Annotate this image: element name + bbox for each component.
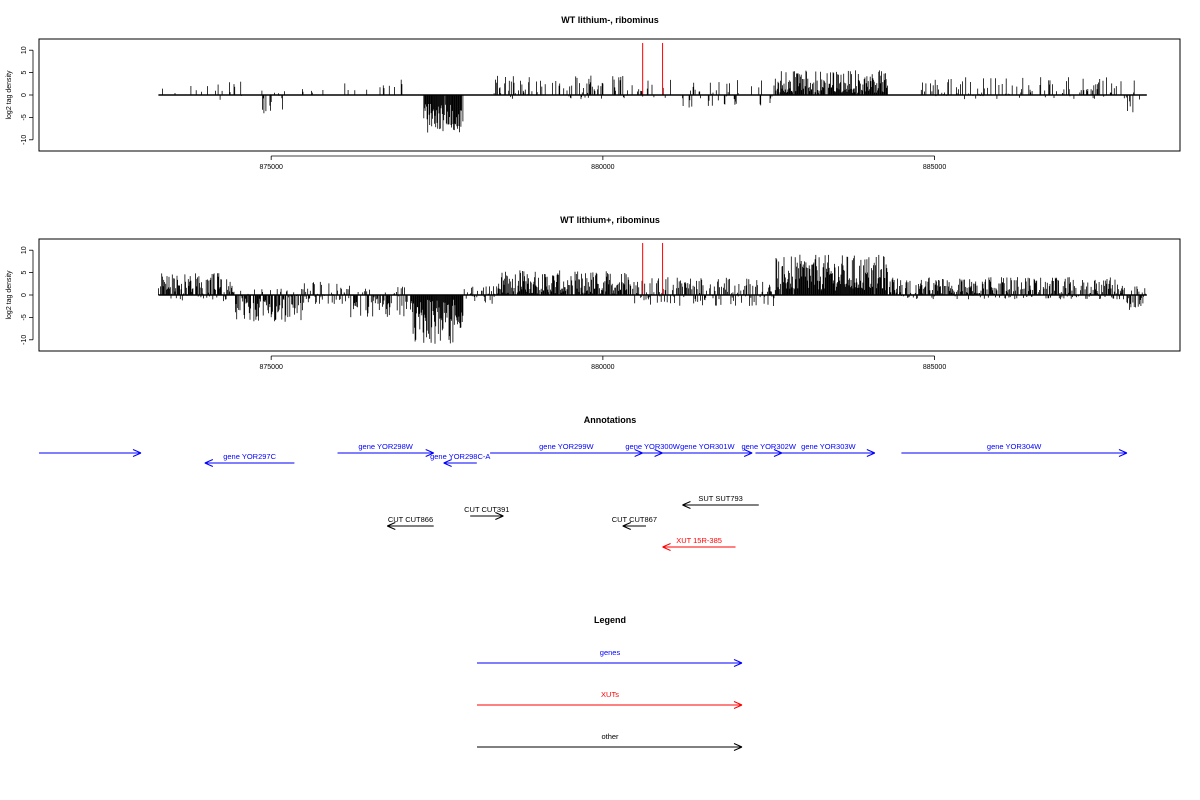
feature-label: gene YOR299W bbox=[539, 442, 594, 451]
feature-cut-cut867: CUT CUT867 bbox=[612, 515, 657, 530]
feature-xut-15r-385: XUT 15R-385 bbox=[662, 536, 736, 551]
plot-frame bbox=[38, 238, 1181, 352]
y-tick-label: -10 bbox=[21, 135, 28, 145]
marker-lines bbox=[642, 43, 664, 95]
legend-items: genes XUTs other bbox=[477, 648, 743, 751]
y-tick-label: 10 bbox=[21, 246, 28, 254]
feature-label: CUT CUT391 bbox=[464, 505, 509, 514]
feature-gene-yor299w: gene YOR299W bbox=[490, 442, 643, 457]
feature-gene-yor298c-a: gene YOR298C-A bbox=[430, 452, 490, 467]
y-tick-label: -5 bbox=[21, 314, 28, 320]
x-axis: 875000 880000 885000 bbox=[260, 155, 946, 171]
feature-gene-yor302w: gene YOR302W bbox=[741, 442, 797, 457]
legend-item-xut: XUTs bbox=[477, 690, 743, 709]
x-tick-label: 880000 bbox=[591, 164, 614, 171]
y-tick-label: 0 bbox=[21, 293, 28, 297]
y-axis-label: log2 tag density bbox=[6, 270, 13, 320]
coverage-bars bbox=[157, 254, 1146, 344]
legend-label: genes bbox=[600, 648, 621, 657]
feature-gene-yor303w: gene YOR303W bbox=[781, 442, 876, 457]
feature-cut-cut866: CUT CUT866 bbox=[387, 515, 434, 530]
feature-label: CUT CUT867 bbox=[612, 515, 657, 524]
coverage-bars bbox=[161, 70, 1140, 133]
x-tick-label: 885000 bbox=[923, 364, 946, 371]
feature-label: SUT SUT793 bbox=[698, 494, 742, 503]
x-tick-label: 875000 bbox=[260, 364, 283, 371]
feature-gene-yor297c: gene YOR297C bbox=[204, 452, 295, 467]
x-tick-label: 875000 bbox=[260, 164, 283, 171]
feature-label: gene YOR304W bbox=[987, 442, 1042, 451]
feature-label: XUT 15R-385 bbox=[676, 536, 722, 545]
x-axis: 875000 880000 885000 bbox=[260, 355, 946, 371]
feature-label: CUT CUT866 bbox=[388, 515, 433, 524]
coverage-panel-lithium-plus: WT lithium+, ribominus log2 tag density … bbox=[6, 215, 1181, 371]
plot-frame bbox=[38, 38, 1181, 152]
x-tick-label: 885000 bbox=[923, 164, 946, 171]
feature-gene-yor300w: gene YOR300W bbox=[625, 442, 681, 457]
y-tick-label: 5 bbox=[21, 71, 28, 75]
annotations-title: Annotations bbox=[584, 415, 637, 425]
marker-lines bbox=[642, 243, 664, 295]
y-axis: -10 -5 0 5 10 bbox=[21, 46, 34, 145]
feature-gene-yor301w: gene YOR301W bbox=[662, 442, 753, 457]
feature-arrows: gene YOR298W gene YOR297C gene YOR298C-A ge… bbox=[39, 442, 1128, 551]
feature-label: gene YOR298C-A bbox=[430, 452, 490, 461]
y-tick-label: 5 bbox=[21, 271, 28, 275]
feature-label: gene YOR298W bbox=[358, 442, 413, 451]
y-axis: -10 -5 0 5 10 bbox=[21, 246, 34, 345]
feature-label: gene YOR297C bbox=[223, 452, 276, 461]
legend: Legend genes XUTs other bbox=[477, 615, 743, 751]
legend-item-other: other bbox=[477, 732, 743, 751]
legend-label: XUTs bbox=[601, 690, 619, 699]
feature-gene-yor304w: gene YOR304W bbox=[901, 442, 1128, 457]
gene-arrow-offscreen bbox=[39, 449, 142, 457]
panel-title: WT lithium-, ribominus bbox=[561, 15, 659, 25]
feature-cut-cut391: CUT CUT391 bbox=[464, 505, 509, 520]
y-tick-label: -10 bbox=[21, 335, 28, 345]
y-tick-label: 0 bbox=[21, 93, 28, 97]
feature-label: gene YOR303W bbox=[801, 442, 856, 451]
x-tick-label: 880000 bbox=[591, 364, 614, 371]
y-tick-label: -5 bbox=[21, 114, 28, 120]
legend-title: Legend bbox=[594, 615, 626, 625]
feature-sut-sut793: SUT SUT793 bbox=[682, 494, 759, 509]
legend-item-gene: genes bbox=[477, 648, 743, 667]
panel-title: WT lithium+, ribominus bbox=[560, 215, 660, 225]
coverage-panel-lithium-minus: WT lithium-, ribominus log2 tag density … bbox=[6, 15, 1181, 171]
y-tick-label: 10 bbox=[21, 46, 28, 54]
y-axis-label: log2 tag density bbox=[6, 70, 13, 120]
legend-label: other bbox=[601, 732, 619, 741]
feature-gene-yor298w: gene YOR298W bbox=[337, 442, 434, 457]
feature-label: gene YOR300W bbox=[625, 442, 680, 451]
feature-label: gene YOR301W bbox=[680, 442, 735, 451]
feature-label: gene YOR302W bbox=[741, 442, 796, 451]
